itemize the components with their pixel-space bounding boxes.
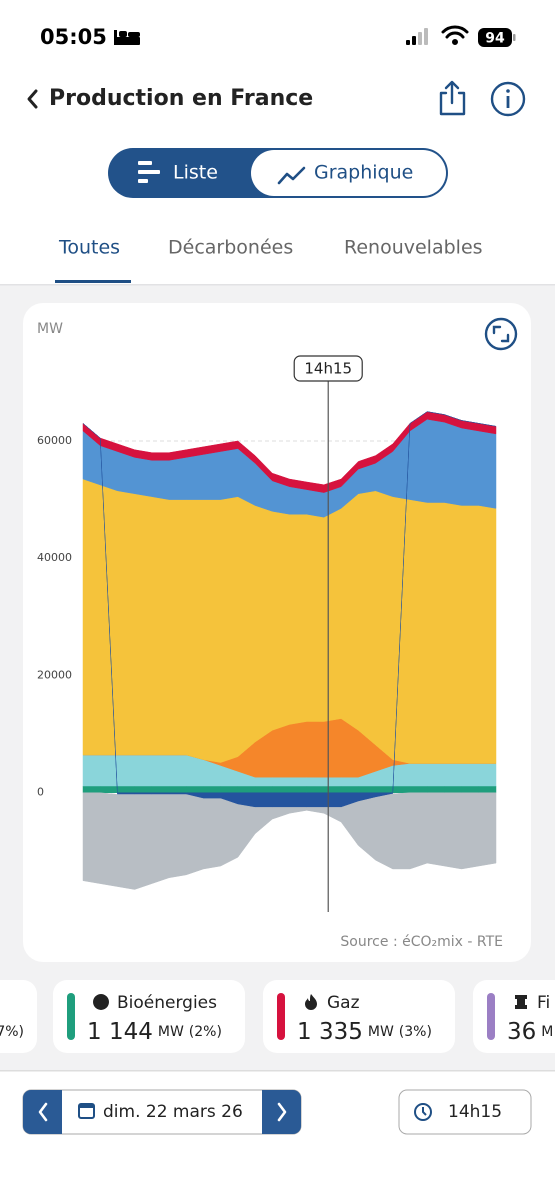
- card-number: 1 144: [87, 1019, 153, 1045]
- time-picker[interactable]: [398, 1089, 532, 1135]
- area: [82, 411, 497, 493]
- source-card: [0, 980, 37, 1053]
- plot: 0 20000 40000 60000 14h15: [37, 355, 497, 912]
- source: Source : éCO₂mix - RTE: [340, 934, 503, 950]
- card-share: (2%): [189, 1024, 222, 1040]
- toggle-option[interactable]: Graphique: [314, 162, 413, 184]
- card-icon: [93, 994, 110, 1010]
- info-button[interactable]: [490, 81, 526, 117]
- card-unit: MW: [158, 1024, 184, 1040]
- cursor-label: 14h15: [304, 360, 352, 378]
- calendar-icon: [78, 1103, 95, 1119]
- battery: [478, 28, 512, 47]
- card-name: Gaz: [327, 993, 360, 1013]
- date-label[interactable]: dim. 22 mars 26: [103, 1102, 243, 1122]
- expand-button[interactable]: [484, 317, 518, 351]
- status-time: 05:05: [40, 25, 107, 49]
- time-label: 14h15: [448, 1102, 502, 1122]
- cursor-label-box: [293, 355, 363, 382]
- card-share: 7%): [0, 1024, 24, 1040]
- card-color-bar: [67, 993, 75, 1040]
- card-icon: [305, 994, 317, 1010]
- prev-arrow: [38, 1102, 48, 1122]
- share-button[interactable]: [439, 80, 466, 116]
- card-name: Bioénergies: [117, 993, 217, 1013]
- card-value: 36 M: [507, 1019, 553, 1045]
- tab[interactable]: Toutes: [58, 237, 120, 259]
- toggle-selected[interactable]: [251, 150, 446, 196]
- card-unit: MW: [368, 1024, 394, 1040]
- tab-indicator: [55, 280, 131, 283]
- sleep-icon: [114, 30, 140, 45]
- footer-separator: [0, 1070, 555, 1072]
- back-button[interactable]: [27, 89, 38, 109]
- signal-icon: [406, 28, 428, 45]
- previous-day[interactable]: [23, 1090, 62, 1134]
- tab-separator: [0, 284, 555, 286]
- card-value: 1 144 MW (2%): [87, 1019, 222, 1045]
- y-tick-label: 60000: [37, 434, 72, 447]
- card-name: Fi: [537, 993, 550, 1013]
- next-day[interactable]: [262, 1090, 301, 1134]
- y-tick-label: 0: [37, 786, 44, 799]
- area: [82, 792, 497, 890]
- battery-level: 94: [485, 31, 505, 47]
- card-number: 1 335: [297, 1019, 363, 1045]
- wifi-icon: [441, 25, 469, 45]
- card-value: 1 335 MW (3%): [297, 1019, 432, 1045]
- tab[interactable]: Décarbonées: [168, 237, 293, 259]
- list-icon: [138, 161, 160, 183]
- area: [82, 478, 497, 764]
- y-tick-label: 40000: [37, 551, 72, 564]
- card-color-bar: [277, 993, 285, 1040]
- card-color-bar: [487, 993, 495, 1040]
- cards: 7%) Bioénergies 1 144 MW (2%) Gaz 1 335 MW (3%) F…: [0, 980, 555, 1053]
- toggle-option[interactable]: Liste: [173, 162, 218, 184]
- battery-tip: [513, 34, 516, 41]
- area: [82, 785, 497, 793]
- card-unit: M: [541, 1024, 553, 1040]
- next-arrow: [277, 1102, 287, 1122]
- card-share: (3%): [399, 1024, 432, 1040]
- y-tick-label: 20000: [37, 668, 72, 681]
- clock-icon: [414, 1103, 432, 1121]
- page-title: Production en France: [49, 86, 313, 111]
- y-axis-label: MW: [37, 321, 63, 337]
- card-number: 36: [507, 1019, 536, 1045]
- tab[interactable]: Renouvelables: [344, 237, 483, 259]
- chart-icon: [277, 166, 306, 185]
- card-icon: [515, 995, 527, 1009]
